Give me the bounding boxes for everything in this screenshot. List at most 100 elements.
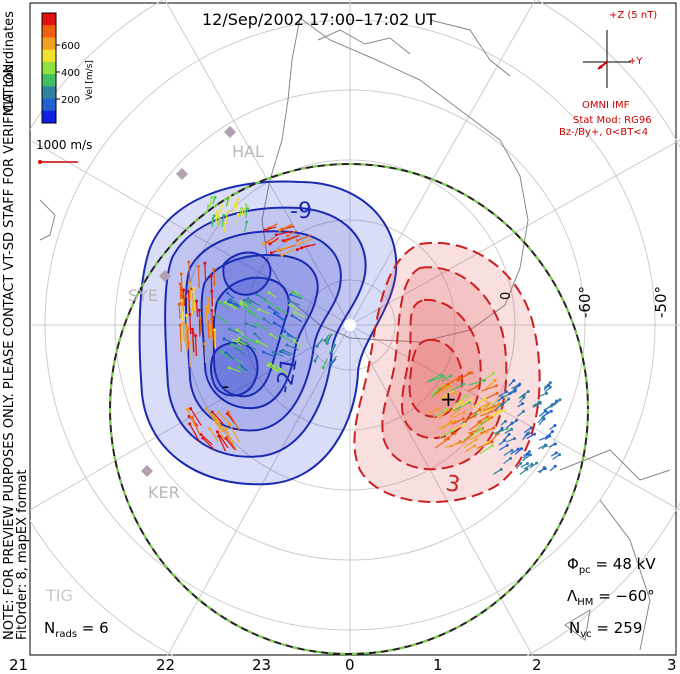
velocity-vector-origin — [549, 409, 553, 413]
colorbar-swatch — [42, 61, 56, 75]
velocity-vector-origin — [444, 407, 448, 411]
velocity-vector-origin — [193, 334, 197, 338]
n-vc-sub: vc — [580, 629, 592, 640]
velocity-vector-origin — [503, 438, 507, 442]
velocity-vector-origin — [446, 382, 450, 386]
velocity-vector — [191, 417, 201, 436]
station-label-ker: KER — [148, 483, 180, 502]
velocity-vector-origin — [549, 404, 553, 408]
velocity-vector-origin — [504, 390, 508, 394]
velocity-vector-origin — [527, 450, 531, 454]
velocity-vector — [293, 292, 303, 298]
n-rads-sub: rads — [55, 629, 78, 640]
velocity-vector-origin — [484, 418, 488, 422]
velocity-vector — [470, 430, 488, 440]
velocity-vector-origin — [530, 462, 534, 466]
velocity-vector-origin — [300, 246, 304, 250]
velocity-vectors — [177, 195, 562, 475]
velocity-vector-origin — [255, 292, 259, 296]
velocity-vector — [223, 338, 237, 345]
velocity-vector-origin — [509, 456, 513, 460]
lambda-hm-sub: HM — [577, 597, 594, 608]
velocity-vector-origin — [505, 427, 509, 431]
velocity-vector-origin — [224, 426, 228, 430]
velocity-vector-origin — [499, 467, 503, 471]
velocity-vector-origin — [274, 233, 278, 237]
velocity-vector — [451, 418, 464, 425]
coordinates-label: MLT coordinates — [2, 11, 17, 116]
velocity-vector — [186, 296, 189, 312]
velocity-vector-origin — [538, 400, 542, 404]
velocity-vector-origin — [213, 328, 217, 332]
velocity-vector-origin — [180, 299, 184, 303]
velocity-vector-origin — [214, 416, 218, 420]
velocity-vector — [277, 245, 291, 252]
scale-vector-label: 1000 m/s — [36, 138, 93, 152]
velocity-vector — [481, 385, 497, 392]
velocity-vector-origin — [187, 289, 191, 293]
velocity-vector — [232, 356, 243, 364]
velocity-vector-origin — [257, 307, 261, 311]
velocity-vector-origin — [206, 204, 210, 208]
velocity-vector-origin — [462, 382, 466, 386]
velocity-vector-origin — [554, 451, 558, 455]
velocity-vector — [478, 404, 489, 415]
velocity-vector — [213, 269, 216, 287]
velocity-vector-origin — [243, 298, 247, 302]
velocity-vector — [218, 301, 229, 309]
velocity-vector-origin — [470, 432, 474, 436]
stat-model: Stat Mod: RG96 — [573, 115, 652, 126]
velocity-vector — [185, 328, 188, 354]
velocity-vector-origin — [520, 402, 524, 406]
velocity-vector-origin — [280, 253, 284, 257]
velocity-vector-origin — [230, 343, 234, 347]
velocity-vector-origin — [203, 261, 207, 265]
velocity-vector-origin — [217, 300, 221, 304]
velocity-vector — [209, 197, 213, 208]
velocity-vector — [189, 423, 200, 442]
velocity-vector — [266, 236, 276, 243]
velocity-vector-origin — [275, 306, 279, 310]
velocity-vector — [209, 428, 219, 443]
velocity-vector-origin — [269, 332, 273, 336]
velocity-vector-origin — [220, 350, 224, 354]
velocity-vector — [521, 454, 531, 462]
velocity-vector-origin — [212, 214, 216, 218]
velocity-vector — [217, 217, 220, 227]
velocity-vector — [250, 340, 260, 346]
velocity-vector — [293, 340, 303, 349]
velocity-vector — [301, 243, 316, 249]
velocity-vector-origin — [458, 375, 462, 379]
velocity-vector-origin — [462, 410, 466, 414]
velocity-vector — [268, 306, 280, 315]
velocity-vector — [265, 226, 277, 231]
velocity-vector-origin — [454, 391, 458, 395]
lambda-hm-symbol: Λ — [567, 587, 578, 605]
velocity-vector-origin — [199, 432, 203, 436]
contour-label-pos3: 3 — [444, 471, 462, 498]
hm-boundary-latitude: ΛHM = −60° — [567, 587, 655, 608]
velocity-vector — [444, 442, 462, 449]
velocity-vector-origin — [494, 384, 498, 388]
velocity-vector-origin — [483, 378, 487, 382]
velocity-vector — [437, 409, 449, 420]
velocity-vector — [279, 368, 289, 376]
velocity-vector-origin — [243, 335, 247, 339]
colorbar-swatch — [42, 98, 56, 112]
velocity-vector-origin — [510, 421, 514, 425]
velocity-vector — [443, 432, 456, 441]
velocity-vector — [235, 199, 239, 211]
velocity-vector-origin — [550, 430, 554, 434]
velocity-vector-origin — [503, 419, 507, 423]
velocity-vector-origin — [288, 303, 292, 307]
latitude-label-60: -60° — [576, 286, 594, 318]
velocity-vector-origin — [228, 327, 232, 331]
velocity-vector — [281, 335, 293, 343]
velocity-vector-origin — [262, 317, 266, 321]
velocity-vector-origin — [519, 461, 523, 465]
colorbar-tick-400: 400 — [61, 68, 80, 79]
velocity-vector-origin — [557, 453, 561, 457]
velocity-vector — [467, 385, 479, 393]
plot-frame — [29, 2, 677, 656]
latitude-label-50: -50° — [652, 286, 670, 318]
